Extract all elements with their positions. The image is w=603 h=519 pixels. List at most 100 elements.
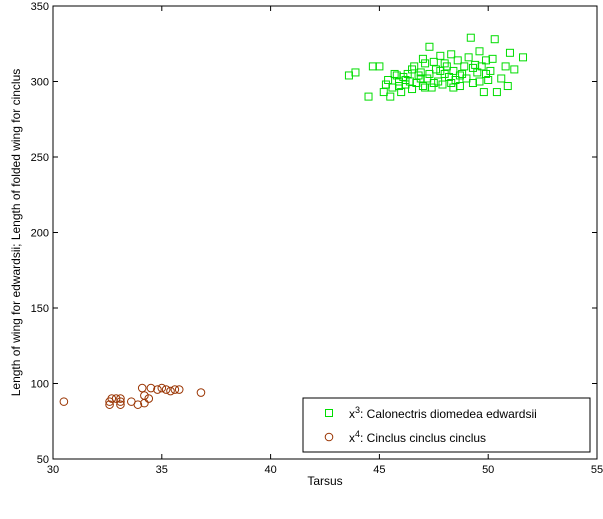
data-point-square — [519, 53, 528, 62]
data-point-square — [421, 59, 430, 68]
y-tick-label: 300 — [31, 77, 49, 89]
data-point-square — [501, 62, 510, 71]
data-point-square — [436, 51, 445, 60]
data-point-square — [390, 69, 399, 78]
data-point-circle — [105, 400, 114, 409]
legend-marker-square — [325, 409, 333, 417]
data-point-square — [468, 63, 477, 72]
series-0 — [344, 33, 528, 101]
x-tick-label: 35 — [156, 464, 168, 476]
data-point-square — [497, 74, 506, 83]
data-point-square — [418, 54, 427, 63]
data-point-circle — [170, 385, 180, 394]
data-point-square — [429, 57, 438, 66]
legend-marker-circle — [324, 432, 334, 442]
data-point-square — [416, 74, 425, 83]
y-tick-label: 250 — [31, 152, 49, 164]
data-point-square — [405, 77, 414, 86]
data-point-square — [447, 50, 456, 59]
data-point-square — [429, 79, 438, 88]
data-point-square — [510, 65, 519, 74]
data-point-square — [421, 83, 430, 92]
data-point-circle — [116, 400, 125, 409]
y-axis-label: Length of wing for edwardsii; Length of … — [9, 69, 23, 397]
data-point-square — [479, 88, 488, 97]
x-tick-label: 50 — [482, 464, 494, 476]
data-point-square — [475, 77, 484, 86]
data-point-circle — [166, 386, 175, 396]
data-point-square — [425, 42, 434, 51]
data-point-square — [351, 68, 360, 77]
data-point-circle — [161, 385, 171, 394]
data-point-square — [475, 47, 484, 56]
data-point-square — [384, 75, 393, 84]
data-point-square — [401, 75, 410, 84]
legend-label-cinclus-rest: : Cinclus cinclus cinclus — [360, 431, 486, 445]
legend-label-edwardsii-sup: 3 — [355, 405, 360, 415]
data-point-square — [379, 88, 388, 97]
data-point-square — [436, 66, 445, 75]
data-point-square — [408, 65, 417, 74]
data-point-square — [364, 92, 373, 101]
data-point-circle — [107, 394, 117, 403]
plot-area — [52, 5, 598, 460]
x-tick-label: 40 — [264, 464, 276, 476]
data-point-square — [425, 69, 434, 78]
data-point-square — [449, 66, 458, 75]
data-point-circle — [111, 394, 121, 403]
data-point-circle — [196, 388, 206, 397]
data-point-square — [505, 48, 514, 57]
data-point-circle — [174, 385, 184, 394]
data-point-circle — [116, 397, 125, 406]
y-tick-label: 200 — [31, 228, 49, 240]
legend-label-cinclus-sup: 4 — [355, 429, 360, 439]
y-tick-label: 50 — [37, 454, 49, 466]
data-point-circle — [59, 397, 69, 406]
data-point-square — [492, 88, 501, 97]
data-point-square — [408, 85, 417, 94]
data-point-square — [416, 68, 425, 77]
data-point-square — [464, 53, 473, 62]
legend-label-edwardsii-rest: : Calonectris diomedea edwardsii — [360, 407, 537, 421]
data-point-square — [440, 59, 449, 68]
data-point-square — [453, 56, 462, 65]
data-point-square — [460, 62, 469, 71]
data-point-square — [438, 80, 447, 89]
y-tick-label: 350 — [31, 1, 49, 13]
y-tick-label: 100 — [31, 379, 49, 391]
legend: x3: Calonectris diomedea edwardsii x4: C… — [302, 397, 591, 453]
legend-label-edwardsii-base: x — [349, 407, 355, 421]
data-point-square — [484, 75, 493, 84]
x-axis-label: Tarsus — [307, 474, 342, 488]
data-point-circle — [153, 385, 162, 394]
data-point-square — [488, 54, 497, 63]
data-point-square — [490, 35, 499, 44]
data-point-square — [397, 88, 406, 97]
data-point-circle — [133, 400, 143, 409]
data-point-square — [375, 62, 384, 71]
data-point-square — [458, 69, 467, 78]
data-point-circle — [116, 394, 125, 403]
data-point-square — [451, 75, 460, 84]
series-layer — [59, 33, 528, 409]
data-point-square — [466, 33, 475, 42]
x-tick-label: 45 — [373, 464, 385, 476]
data-point-circle — [137, 383, 147, 393]
legend-box — [302, 397, 591, 453]
data-point-square — [386, 92, 395, 101]
data-point-circle — [146, 383, 156, 393]
x-tick-label: 30 — [47, 464, 59, 476]
x-tick-label: 55 — [591, 464, 603, 476]
data-point-square — [418, 82, 427, 91]
series-1 — [59, 383, 206, 409]
y-tick-label: 150 — [31, 303, 49, 315]
data-point-square — [482, 69, 491, 78]
data-point-circle — [157, 383, 167, 393]
data-point-square — [449, 83, 458, 92]
legend-label-cinclus: x4: Cinclus cinclus cinclus — [349, 429, 486, 445]
data-point-square — [455, 71, 464, 80]
legend-label-cinclus-base: x — [349, 431, 355, 445]
data-point-square — [503, 82, 512, 91]
legend-label-edwardsii: x3: Calonectris diomedea edwardsii — [349, 405, 537, 421]
